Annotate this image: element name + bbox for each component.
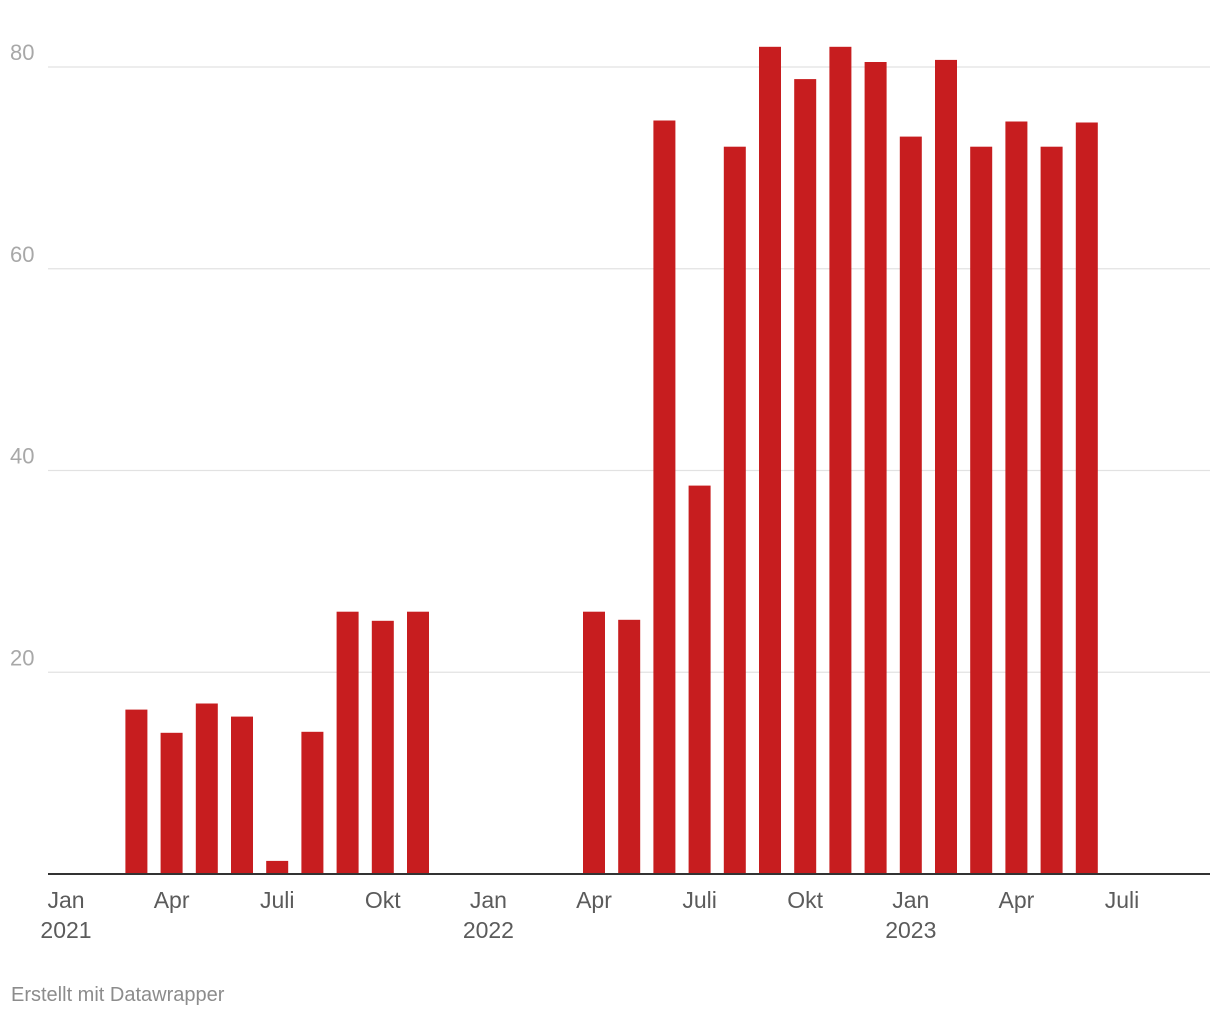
x-tick-label: Juli — [682, 887, 717, 913]
bar-2022-10 — [794, 79, 817, 875]
bar-2022-06 — [653, 120, 676, 874]
bar-2022-12 — [864, 62, 887, 874]
x-tick-label: Jan — [470, 887, 507, 913]
bar-2022-04 — [583, 611, 605, 874]
x-tick-label: Okt — [365, 887, 401, 913]
bar-2021-03 — [125, 709, 148, 874]
bar-2022-07 — [688, 485, 711, 874]
bar-2021-09 — [336, 611, 359, 874]
x-tick-year-label: 2022 — [463, 917, 514, 943]
bar-2021-05 — [195, 703, 218, 874]
x-tick-year-label: 2023 — [885, 917, 936, 943]
bar-2023-02 — [935, 59, 957, 874]
x-tick-label: Apr — [576, 887, 612, 913]
bar-2021-07 — [266, 860, 289, 874]
y-axis-ticks: 20 40 60 80 — [10, 40, 34, 670]
x-tick-label: Juli — [1105, 887, 1140, 913]
x-tick-label: Apr — [154, 887, 190, 913]
bar-2021-04 — [160, 732, 183, 874]
bar-2023-03 — [970, 146, 993, 874]
x-tick-label: Jan — [47, 887, 84, 913]
x-tick-label: Juli — [260, 887, 295, 913]
datawrapper-credit: Erstellt mit Datawrapper — [11, 984, 225, 1006]
x-tick-label: Jan — [892, 887, 929, 913]
y-tick-label: 80 — [10, 40, 34, 65]
bar-2023-04 — [1005, 121, 1028, 874]
x-tick-label: Okt — [787, 887, 823, 913]
y-tick-label: 40 — [10, 444, 34, 469]
bar-2022-11 — [829, 46, 852, 875]
x-tick-label: Apr — [999, 887, 1035, 913]
bars — [125, 46, 1098, 875]
bar-2021-11 — [407, 611, 429, 874]
bar-2022-08 — [723, 146, 746, 874]
x-axis-ticks: Jan 2021 Apr Juli Okt Jan 2022 Apr Juli Okt Jan 202… — [40, 887, 1139, 943]
x-tick-year-label: 2021 — [40, 917, 91, 943]
y-tick-label: 60 — [10, 242, 34, 267]
bar-2023-05 — [1040, 146, 1063, 874]
bar-2021-08 — [301, 731, 324, 874]
bar-2023-06 — [1075, 122, 1098, 874]
gridlines — [48, 66, 1210, 673]
y-tick-label: 20 — [10, 645, 34, 670]
bar-2022-09 — [759, 46, 781, 875]
bar-2023-01 — [899, 136, 922, 875]
bar-2021-06 — [231, 716, 253, 874]
bar-2022-05 — [618, 619, 641, 874]
bar-2021-10 — [371, 620, 394, 874]
